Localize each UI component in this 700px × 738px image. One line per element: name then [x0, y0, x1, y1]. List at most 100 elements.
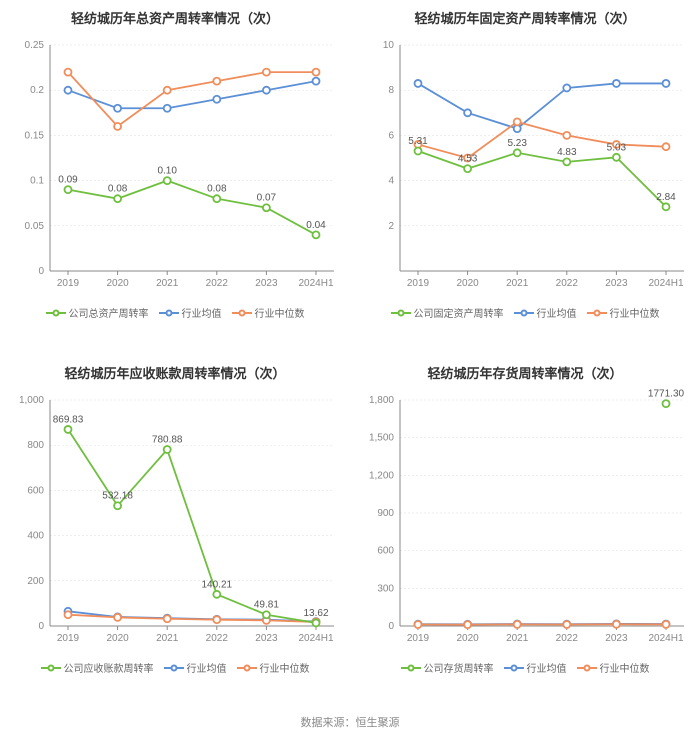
series-marker — [65, 426, 72, 433]
series-marker — [213, 616, 220, 623]
legend-item: 行业均值 — [164, 660, 227, 675]
y-tick-label: 200 — [27, 576, 44, 587]
chart-title: 轻纺城历年固定资产周转率情况（次） — [356, 8, 694, 27]
series-marker — [663, 80, 670, 87]
series-marker — [613, 621, 620, 628]
series-marker — [114, 105, 121, 112]
x-tick-label: 2023 — [605, 633, 628, 644]
y-tick-label: 800 — [27, 440, 44, 451]
legend-item: 行业均值 — [159, 305, 222, 320]
series-marker — [164, 87, 171, 94]
chart-svg: 02004006008001,0002019202020212022202320… — [6, 388, 344, 658]
x-tick-label: 2022 — [206, 278, 229, 289]
y-tick-label: 10 — [383, 40, 395, 51]
data-label: 0.09 — [58, 175, 78, 186]
data-label: 869.83 — [53, 414, 84, 425]
legend-label: 行业均值 — [182, 305, 222, 320]
legend-item: 行业均值 — [504, 660, 567, 675]
x-tick-label: 2022 — [556, 633, 579, 644]
chart-svg: 246810201920202021202220232024H15.314.53… — [356, 33, 694, 303]
x-tick-label: 2021 — [156, 278, 179, 289]
series-marker — [164, 177, 171, 184]
x-tick-label: 2020 — [106, 278, 129, 289]
x-tick-label: 2024H1 — [648, 278, 683, 289]
legend-swatch-icon — [391, 308, 411, 318]
series-marker — [164, 446, 171, 453]
x-tick-label: 2024H1 — [648, 633, 683, 644]
legend-item: 公司应收账款周转率 — [41, 660, 154, 675]
x-tick-label: 2020 — [106, 633, 129, 644]
series-marker — [65, 69, 72, 76]
series-marker — [313, 69, 320, 76]
data-label: 532.18 — [102, 491, 133, 502]
y-tick-label: 1,200 — [369, 470, 394, 481]
series-marker — [563, 158, 570, 165]
series-marker — [613, 80, 620, 87]
series-marker — [415, 621, 422, 628]
chart-svg: 03006009001,2001,5001,800201920202021202… — [356, 388, 694, 658]
legend-swatch-icon — [504, 663, 524, 673]
series-marker — [563, 84, 570, 91]
x-tick-label: 2024H1 — [298, 633, 333, 644]
legend-swatch-icon — [41, 663, 61, 673]
y-tick-label: 1,800 — [369, 395, 394, 406]
series-marker — [263, 87, 270, 94]
data-label: 2.84 — [656, 192, 676, 203]
y-tick-label: 0.25 — [25, 40, 45, 51]
data-label: 0.07 — [257, 193, 277, 204]
series-marker — [65, 186, 72, 193]
series-marker — [514, 149, 521, 156]
chart-legend: 公司应收账款周转率 行业均值 行业中位数 — [6, 660, 344, 675]
legend-item: 公司固定资产周转率 — [391, 305, 504, 320]
x-tick-label: 2023 — [255, 278, 278, 289]
x-tick-label: 2023 — [255, 633, 278, 644]
data-label: 0.08 — [207, 184, 227, 195]
chart-panel-inventory: 轻纺城历年存货周转率情况（次）03006009001,2001,5001,800… — [350, 355, 700, 710]
legend-label: 公司应收账款周转率 — [64, 660, 154, 675]
legend-label: 行业中位数 — [610, 305, 660, 320]
legend-label: 行业均值 — [537, 305, 577, 320]
y-tick-label: 1,000 — [19, 395, 44, 406]
chart-title: 轻纺城历年总资产周转率情况（次） — [6, 8, 344, 27]
series-marker — [563, 132, 570, 139]
x-tick-label: 2020 — [456, 278, 479, 289]
legend-label: 行业中位数 — [600, 660, 650, 675]
chart-title: 轻纺城历年存货周转率情况（次） — [356, 363, 694, 382]
series-marker — [114, 614, 121, 621]
legend-item: 公司总资产周转率 — [46, 305, 149, 320]
legend-label: 行业中位数 — [255, 305, 305, 320]
y-tick-label: 8 — [388, 85, 394, 96]
legend-label: 行业中位数 — [260, 660, 310, 675]
series-marker — [415, 147, 422, 154]
y-tick-label: 0.15 — [25, 130, 45, 141]
legend-item: 行业中位数 — [237, 660, 310, 675]
legend-swatch-icon — [577, 663, 597, 673]
series-marker — [263, 611, 270, 618]
series-line — [68, 429, 316, 623]
series-marker — [514, 118, 521, 125]
series-marker — [613, 154, 620, 161]
x-tick-label: 2019 — [57, 633, 80, 644]
series-marker — [663, 143, 670, 150]
data-label: 49.81 — [254, 600, 279, 611]
legend-label: 行业均值 — [187, 660, 227, 675]
legend-swatch-icon — [587, 308, 607, 318]
data-label: 0.08 — [108, 184, 128, 195]
chart-legend: 公司总资产周转率 行业均值 行业中位数 — [6, 305, 344, 320]
series-marker — [263, 69, 270, 76]
series-marker — [464, 621, 471, 628]
series-marker — [313, 78, 320, 85]
y-tick-label: 6 — [388, 130, 394, 141]
y-tick-label: 300 — [377, 583, 394, 594]
x-tick-label: 2021 — [156, 633, 179, 644]
y-tick-label: 0.2 — [30, 85, 44, 96]
series-marker — [164, 105, 171, 112]
chart-area: 246810201920202021202220232024H15.314.53… — [356, 33, 694, 303]
x-tick-label: 2022 — [206, 633, 229, 644]
x-tick-label: 2019 — [407, 278, 430, 289]
legend-label: 公司总资产周转率 — [69, 305, 149, 320]
series-marker — [313, 619, 320, 626]
chart-area: 00.050.10.150.20.25201920202021202220232… — [6, 33, 344, 303]
x-tick-label: 2019 — [407, 633, 430, 644]
legend-swatch-icon — [401, 663, 421, 673]
